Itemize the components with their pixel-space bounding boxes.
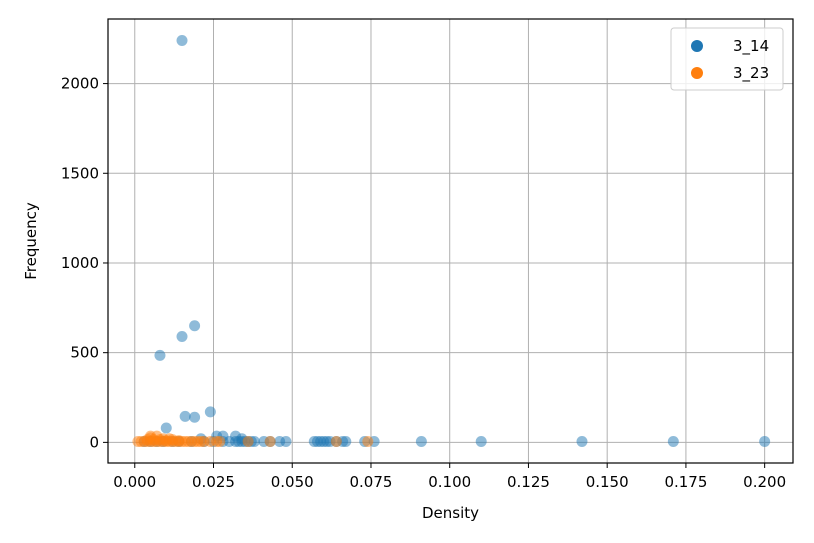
x-tick-label: 0.150	[586, 473, 629, 491]
x-tick-label: 0.200	[743, 473, 786, 491]
legend-label: 3_23	[733, 64, 769, 83]
point-3_23	[264, 435, 276, 447]
y-tick-label: 1500	[61, 164, 99, 182]
x-tick-label: 0.025	[192, 473, 235, 491]
y-tick-label: 0	[89, 433, 99, 451]
point-3_14	[176, 35, 188, 47]
point-3_14	[415, 435, 427, 447]
point-3_14	[176, 331, 188, 343]
point-3_14	[759, 435, 771, 447]
axes-frame	[107, 18, 794, 464]
x-tick-label: 0.075	[350, 473, 393, 491]
point-3_14	[189, 320, 201, 332]
x-tick-label: 0.050	[271, 473, 314, 491]
x-tick-label: 0.175	[664, 473, 707, 491]
point-3_14	[189, 411, 201, 423]
point-3_23	[362, 435, 374, 447]
x-tick-label: 0.000	[113, 473, 156, 491]
point-3_14	[475, 435, 487, 447]
point-3_23	[330, 435, 342, 447]
point-3_14	[160, 422, 172, 434]
point-3_14	[154, 349, 166, 361]
x-tick-label: 0.125	[507, 473, 550, 491]
axis-ticks: 0.000 0.025 0.050 0.075 0.100 0.125 0.150 0.175…	[61, 75, 786, 491]
legend-marker	[691, 67, 703, 79]
y-tick-label: 2000	[61, 75, 99, 93]
point-3_14	[340, 435, 352, 447]
point-3_14	[280, 435, 292, 447]
data-points	[132, 35, 771, 447]
y-axis-label: Frequency	[22, 202, 40, 280]
y-tick-label: 500	[70, 344, 99, 362]
x-axis-label: Density	[422, 504, 479, 522]
gridlines	[108, 19, 793, 463]
y-tick-label: 1000	[61, 254, 99, 272]
point-3_23	[214, 435, 226, 447]
x-tick-label: 0.100	[428, 473, 471, 491]
legend-label: 3_14	[733, 37, 769, 56]
point-3_14	[179, 410, 191, 422]
legend: 3_14 3_23	[670, 27, 784, 91]
point-3_14	[576, 435, 588, 447]
point-3_14	[667, 435, 679, 447]
point-3_23	[242, 435, 254, 447]
legend-marker	[691, 40, 703, 52]
point-3_14	[204, 406, 216, 418]
